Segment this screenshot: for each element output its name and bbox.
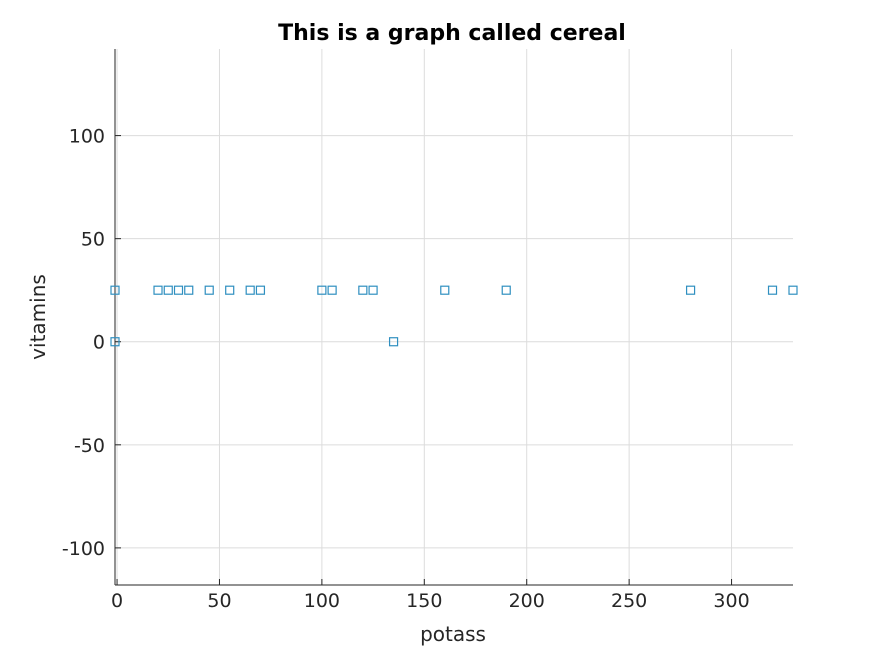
data-point [440, 285, 450, 295]
chart-title: This is a graph called cereal [278, 21, 626, 46]
x-tick-label: 50 [207, 590, 231, 612]
y-tick-label: -50 [74, 435, 105, 457]
x-tick-label: 200 [509, 590, 545, 612]
y-axis-label: vitamins [26, 274, 50, 360]
y-tick-label: 0 [93, 332, 105, 354]
x-tick-label: 100 [304, 590, 340, 612]
grid [115, 49, 793, 585]
data-point [204, 285, 214, 295]
x-axis-label: potass [420, 622, 486, 646]
data-point [163, 285, 173, 295]
axes [114, 49, 793, 586]
data-point [685, 285, 696, 295]
data-point [225, 285, 235, 295]
data-point [501, 285, 511, 295]
x-tick-label: 250 [611, 590, 647, 612]
data-point [173, 285, 184, 295]
data-point [788, 285, 798, 295]
data-points [110, 285, 798, 347]
data-point [358, 285, 368, 295]
data-point [317, 285, 327, 295]
data-point [327, 285, 337, 295]
data-point [767, 285, 778, 295]
data-point [110, 337, 120, 347]
y-tick-label: -100 [62, 538, 105, 560]
x-tick-label: 150 [406, 590, 442, 612]
data-point [110, 285, 120, 295]
data-point [368, 285, 378, 295]
x-tick-label: 0 [111, 590, 123, 612]
data-point [184, 285, 194, 295]
y-tick-label: 50 [81, 229, 105, 251]
x-tick-label: 300 [713, 590, 749, 612]
data-point [245, 285, 255, 295]
y-tick-label: 100 [69, 126, 105, 148]
ticks: 0 50 100 150 200 250 300 -100 -50 0 50 100 [62, 126, 750, 612]
data-point [388, 337, 399, 347]
data-point [153, 285, 163, 295]
data-point [255, 285, 266, 295]
